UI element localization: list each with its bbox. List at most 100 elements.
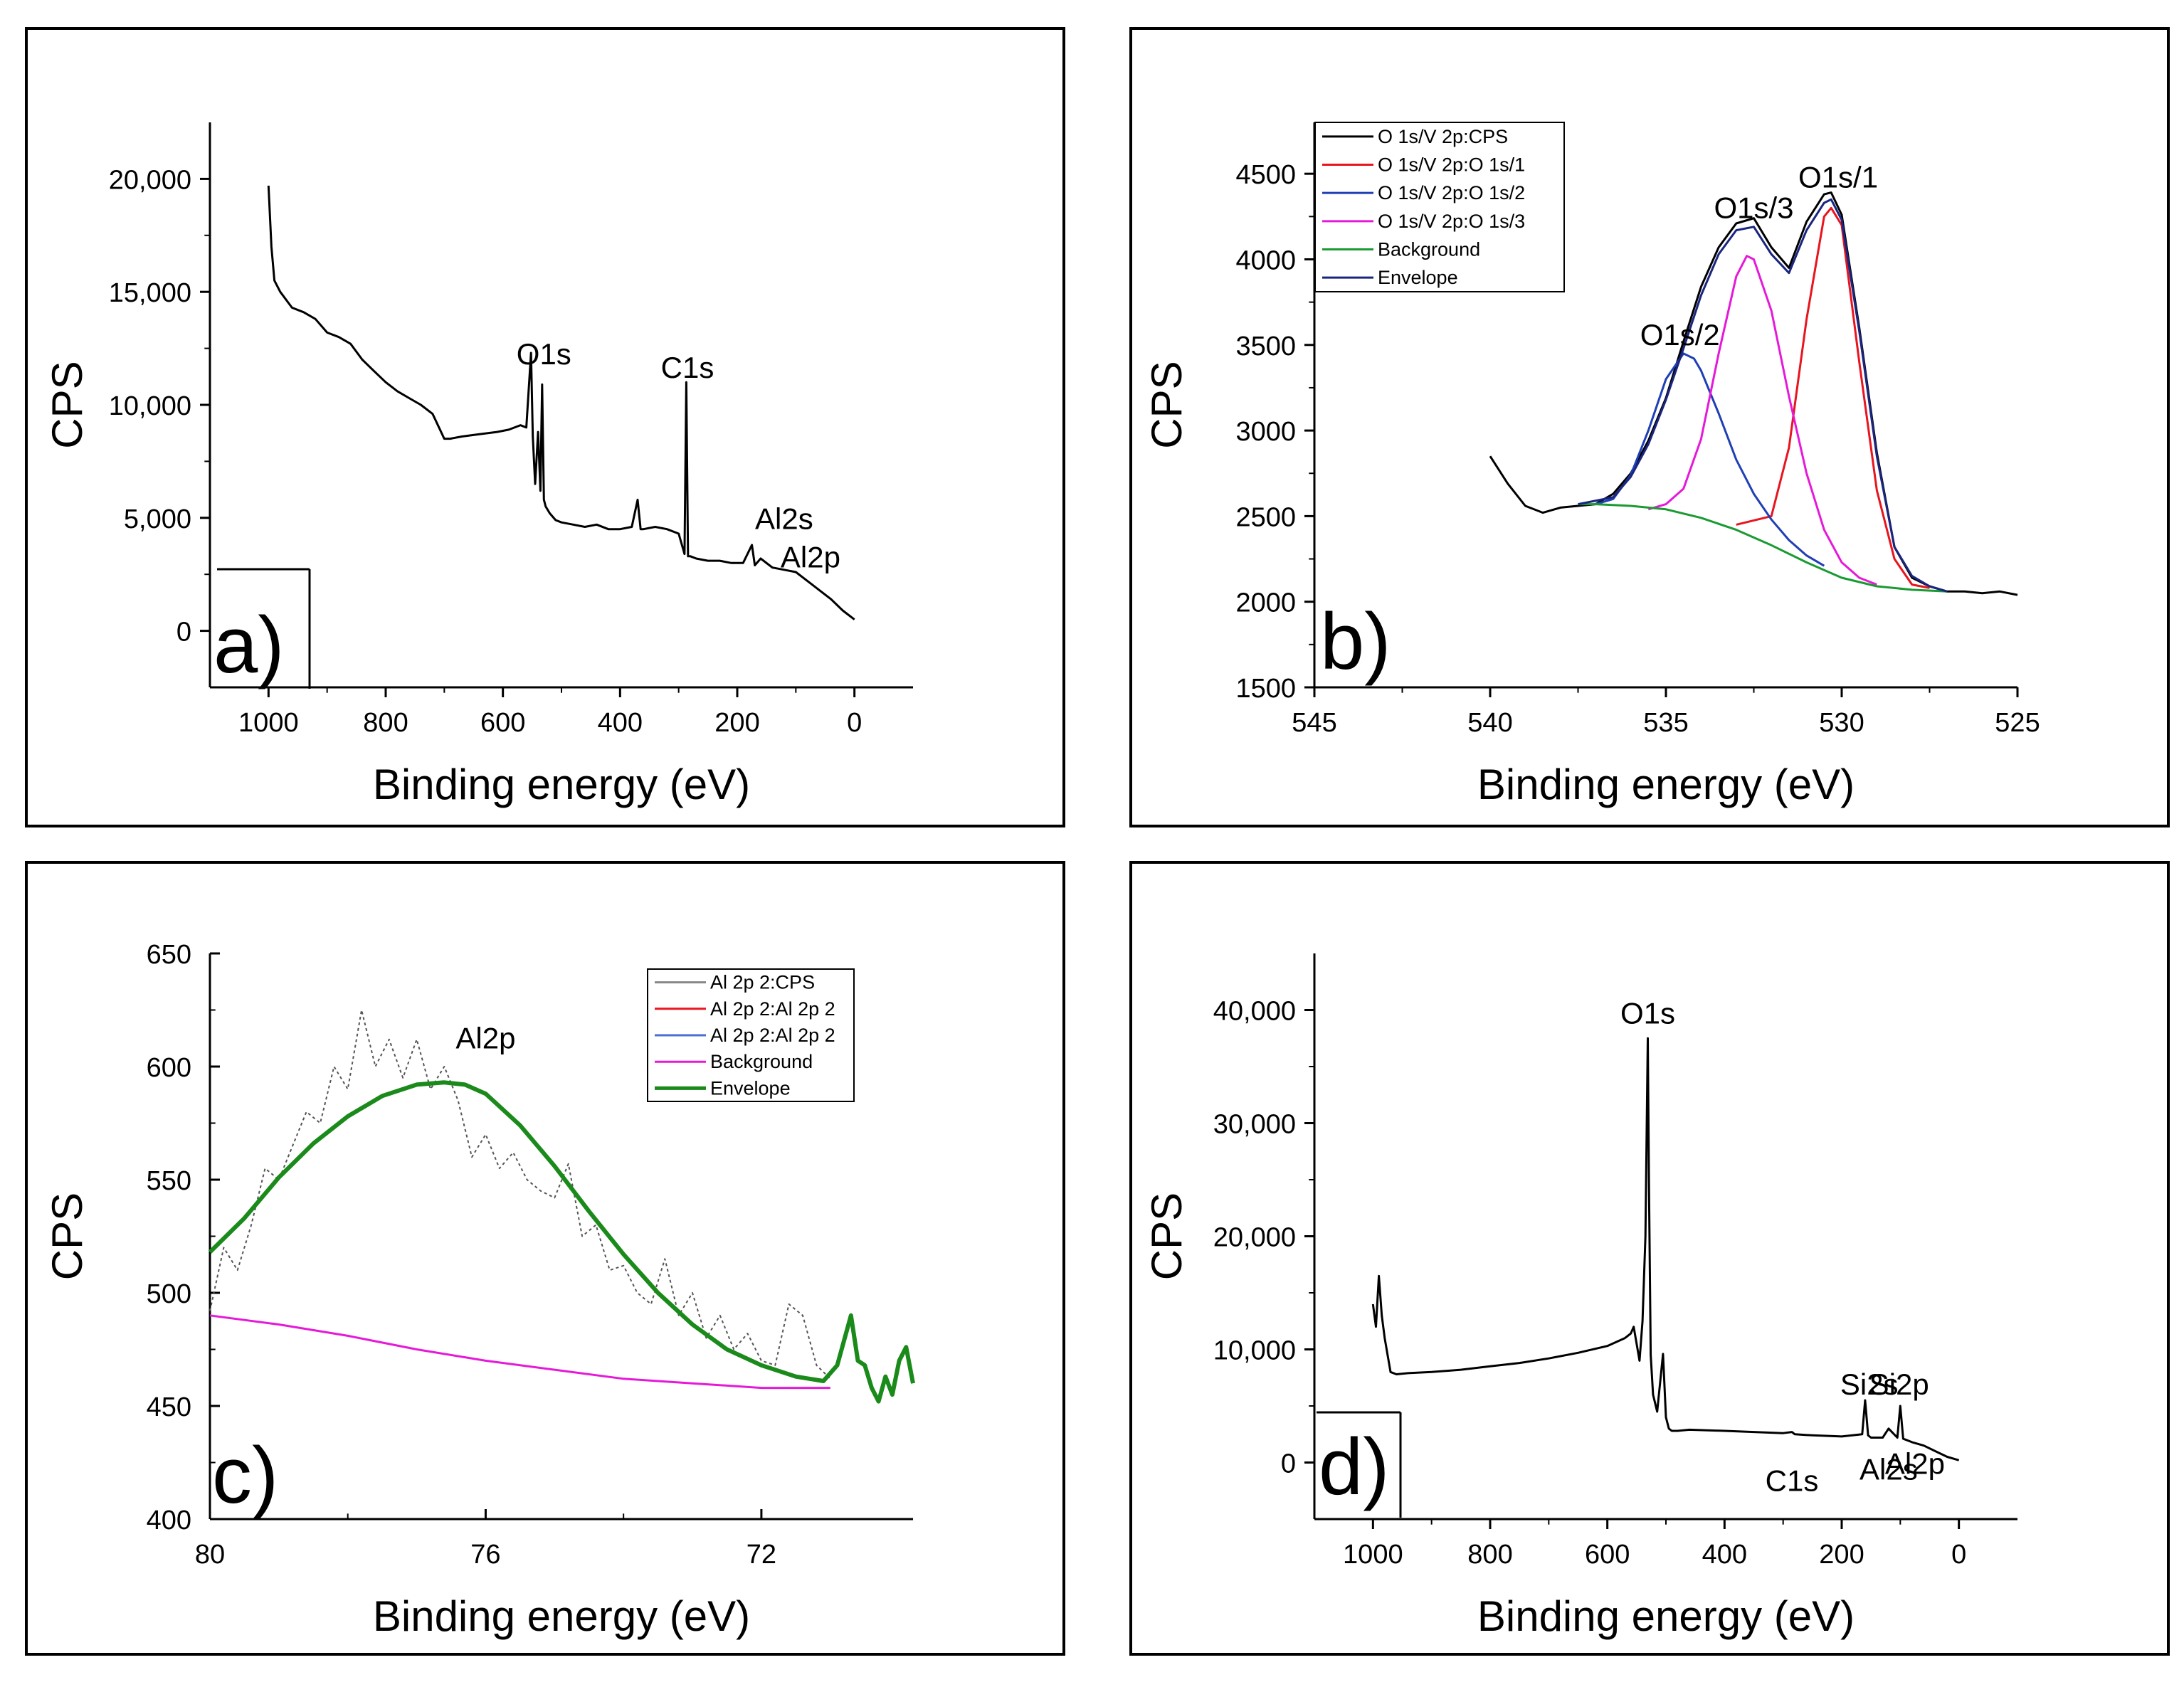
a-x-axis-label: Binding energy (eV) bbox=[373, 761, 750, 808]
b-y-tick-label: 3000 bbox=[1235, 417, 1296, 447]
d-y-tick-label: 30,000 bbox=[1213, 1110, 1296, 1140]
a-peak-label: O1s bbox=[517, 337, 571, 371]
a-y-tick-label: 10,000 bbox=[109, 391, 191, 421]
c-y-tick-label: 650 bbox=[147, 940, 191, 970]
chart-c-layer: 80 76 72 400 450 500 550 600 650 Binding energy (… bbox=[43, 940, 915, 1640]
a-x-tick-label: 800 bbox=[363, 708, 408, 738]
b-x-tick-label: 545 bbox=[1292, 708, 1336, 738]
b-y-tick-label: 2000 bbox=[1235, 588, 1296, 618]
a-y-tick-label: 5,000 bbox=[124, 504, 191, 534]
b-x-tick-label: 525 bbox=[1995, 708, 2040, 738]
c-x-tick-label: 80 bbox=[195, 1540, 225, 1570]
b-legend-label: Background bbox=[1378, 239, 1480, 260]
d-x-tick-label: 0 bbox=[1951, 1540, 1966, 1570]
d-y-tick-label: 0 bbox=[1281, 1449, 1296, 1479]
a-peak-label: Al2s bbox=[755, 502, 813, 536]
b-peak-label: O1s/1 bbox=[1798, 160, 1878, 194]
d-x-axis-label: Binding energy (eV) bbox=[1477, 1592, 1855, 1640]
d-y-tick-label: 10,000 bbox=[1213, 1336, 1296, 1366]
b-y-tick-label: 2500 bbox=[1235, 502, 1296, 532]
d-peak-label: Al2p bbox=[1885, 1447, 1945, 1480]
b-x-tick-label: 540 bbox=[1467, 708, 1512, 738]
a-peak-label: Al2p bbox=[781, 541, 840, 574]
b-x-tick-label: 530 bbox=[1819, 708, 1864, 738]
d-peak-label: Al2s bbox=[1859, 1452, 1918, 1486]
a-y-tick-label: 0 bbox=[176, 618, 191, 647]
b-peak-label: O1s/3 bbox=[1714, 191, 1793, 225]
b-series-o-1s-v-2p-o-1s-1 bbox=[1736, 206, 1930, 589]
chart-b-layer: 545 540 535 530 525 1500 2000 2500 3000 3500 4000 4… bbox=[1143, 122, 2040, 808]
d-peak-label: O1s bbox=[1620, 997, 1675, 1030]
c-y-tick-label: 500 bbox=[147, 1279, 191, 1309]
b-series-o-1s-v-2p-o-1s-2 bbox=[1595, 352, 1825, 567]
d-y-axis-label: CPS bbox=[1143, 1192, 1191, 1280]
b-series-background bbox=[1578, 503, 1948, 593]
c-legend-label: Al 2p 2:Al 2p 2 bbox=[710, 1025, 835, 1046]
a-x-tick-label: 200 bbox=[714, 708, 759, 738]
c-y-tick-label: 450 bbox=[147, 1392, 191, 1422]
d-series-survey bbox=[1371, 1037, 1960, 1461]
b-y-tick-label: 3500 bbox=[1235, 332, 1296, 361]
b-legend-label: O 1s/V 2p:CPS bbox=[1378, 126, 1508, 147]
d-peak-label: Si2p bbox=[1869, 1368, 1929, 1401]
a-panel-label: a) bbox=[213, 601, 285, 689]
c-y-tick-label: 550 bbox=[147, 1166, 191, 1196]
c-panel-label: c) bbox=[212, 1431, 278, 1520]
b-legend-label: O 1s/V 2p:O 1s/2 bbox=[1378, 182, 1525, 203]
d-peak-label: Si2s bbox=[1840, 1368, 1899, 1401]
b-series-o-1s-v-2p-o-1s-3 bbox=[1647, 255, 1877, 586]
chart-a-layer: 1000 800 600 400 200 0 0 5,000 10,000 15,000 20,00… bbox=[43, 122, 913, 808]
b-legend-label: Envelope bbox=[1378, 267, 1458, 288]
b-x-tick-label: 535 bbox=[1643, 708, 1688, 738]
b-panel-label: b) bbox=[1320, 597, 1391, 686]
a-y-axis-label: CPS bbox=[43, 361, 91, 448]
a-x-tick-label: 1000 bbox=[238, 708, 299, 738]
a-x-tick-label: 0 bbox=[847, 708, 862, 738]
c-series-background bbox=[209, 1314, 830, 1390]
b-series-envelope bbox=[1578, 198, 1948, 593]
c-y-tick-label: 400 bbox=[147, 1506, 191, 1535]
panel-c bbox=[25, 861, 1065, 1656]
d-x-tick-label: 1000 bbox=[1343, 1540, 1403, 1570]
c-x-tick-label: 72 bbox=[747, 1540, 776, 1570]
c-legend-label: Al 2p 2:Al 2p 2 bbox=[710, 998, 835, 1020]
b-peak-label: O1s/2 bbox=[1640, 318, 1720, 351]
chart-d-layer: 1000 800 600 400 200 0 0 10,000 20,000 30,000 40,0… bbox=[1143, 953, 2017, 1640]
d-panel-label: d) bbox=[1319, 1422, 1390, 1511]
a-x-tick-label: 600 bbox=[480, 708, 525, 738]
c-x-tick-label: 76 bbox=[470, 1540, 500, 1570]
d-peak-label: C1s bbox=[1766, 1464, 1819, 1497]
b-x-axis-label: Binding energy (eV) bbox=[1477, 761, 1855, 808]
c-y-tick-label: 600 bbox=[147, 1053, 191, 1083]
d-y-tick-label: 20,000 bbox=[1213, 1223, 1296, 1253]
a-y-tick-label: 20,000 bbox=[109, 165, 191, 195]
c-series-envelope bbox=[208, 1080, 915, 1404]
b-legend-box bbox=[1314, 122, 1565, 292]
a-x-tick-label: 400 bbox=[598, 708, 643, 738]
d-x-tick-label: 600 bbox=[1585, 1540, 1630, 1570]
a-series-survey bbox=[267, 185, 855, 620]
d-x-tick-label: 200 bbox=[1819, 1540, 1864, 1570]
c-series-al-2p-2-cps bbox=[209, 1009, 831, 1380]
d-x-tick-label: 800 bbox=[1467, 1540, 1512, 1570]
b-y-axis-label: CPS bbox=[1143, 361, 1191, 448]
b-legend-label: O 1s/V 2p:O 1s/3 bbox=[1378, 211, 1525, 232]
c-legend-label: Al 2p 2:CPS bbox=[710, 972, 815, 993]
c-legend-label: Envelope bbox=[710, 1077, 791, 1099]
d-x-tick-label: 400 bbox=[1702, 1540, 1747, 1570]
b-y-tick-label: 4500 bbox=[1235, 160, 1296, 190]
c-x-axis-label: Binding energy (eV) bbox=[373, 1592, 750, 1640]
b-legend-label: O 1s/V 2p:O 1s/1 bbox=[1378, 154, 1525, 176]
panel-a bbox=[25, 27, 1065, 827]
a-peak-label: C1s bbox=[661, 351, 714, 384]
d-y-tick-label: 40,000 bbox=[1213, 997, 1296, 1027]
c-legend-label: Background bbox=[710, 1051, 813, 1072]
b-y-tick-label: 4000 bbox=[1235, 245, 1296, 275]
c-y-axis-label: CPS bbox=[43, 1192, 91, 1280]
a-y-tick-label: 15,000 bbox=[109, 278, 191, 308]
c-peak-label: Al2p bbox=[455, 1022, 515, 1055]
